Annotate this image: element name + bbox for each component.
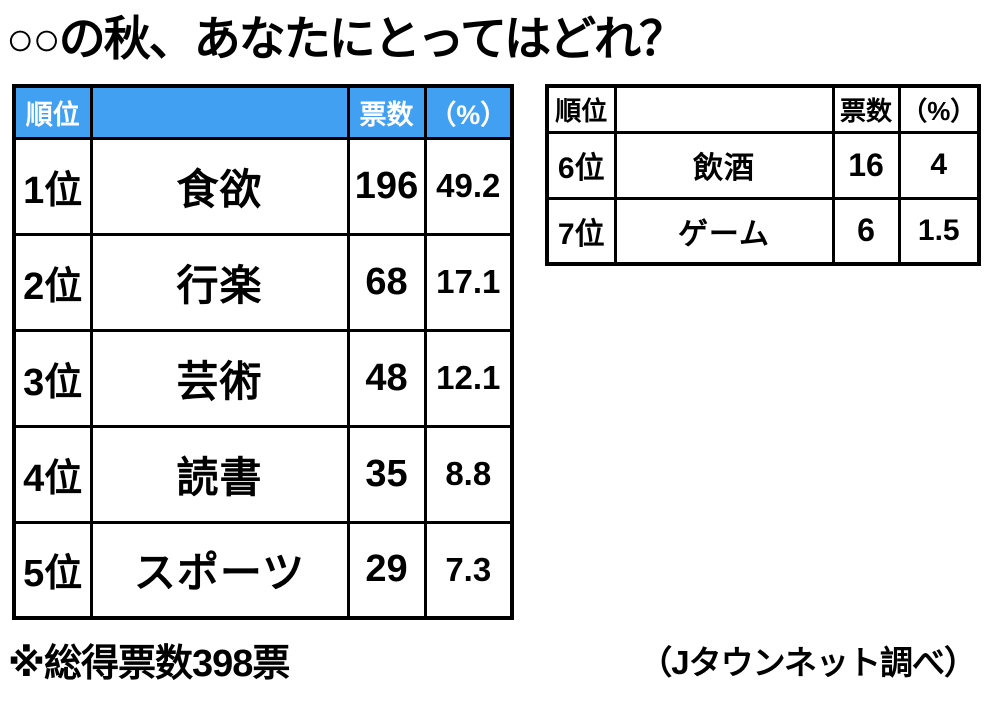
votes-cell: 16	[831, 130, 901, 200]
rank-cell: 6位	[545, 130, 617, 200]
votes-cell: 68	[346, 232, 427, 332]
table-row: 6位 飲酒 16 4	[545, 130, 981, 200]
votes-cell: 29	[346, 520, 427, 620]
votes-cell: 48	[346, 328, 427, 428]
rank-cell: 5位	[12, 520, 93, 620]
ranking-table-top5: 順位 票数 （%） 1位 食欲 196 49.2 2位 行楽 68 17.1 3…	[12, 84, 514, 620]
percent-cell: 8.8	[423, 424, 514, 524]
category-cell: 食欲	[89, 136, 350, 236]
col-header-percent: （%）	[897, 84, 981, 134]
votes-cell: 6	[831, 196, 901, 266]
table-header-row: 順位 票数 （%）	[545, 84, 981, 134]
rank-cell: 3位	[12, 328, 93, 428]
total-votes-note: ※総得票数398票	[8, 643, 290, 685]
col-header-rank: 順位	[545, 84, 617, 134]
col-header-category	[89, 84, 350, 140]
votes-cell: 196	[346, 136, 427, 236]
rank-cell: 7位	[545, 196, 617, 266]
col-header-percent: （%）	[423, 84, 514, 140]
ranking-table-6-7: 順位 票数 （%） 6位 飲酒 16 4 7位 ゲーム 6 1.5	[545, 84, 981, 266]
category-cell: 飲酒	[613, 130, 835, 200]
col-header-votes: 票数	[831, 84, 901, 134]
percent-cell: 1.5	[897, 196, 981, 266]
category-cell: ゲーム	[613, 196, 835, 266]
table-row: 7位 ゲーム 6 1.5	[545, 196, 981, 266]
votes-cell: 35	[346, 424, 427, 524]
category-cell: スポーツ	[89, 520, 350, 620]
percent-cell: 12.1	[423, 328, 514, 428]
source-credit: （Jタウンネット調べ）	[639, 644, 977, 681]
table-row: 3位 芸術 48 12.1	[12, 328, 514, 428]
percent-cell: 17.1	[423, 232, 514, 332]
table-header-row: 順位 票数 （%）	[12, 84, 514, 140]
rank-cell: 2位	[12, 232, 93, 332]
table-row: 5位 スポーツ 29 7.3	[12, 520, 514, 620]
percent-cell: 49.2	[423, 136, 514, 236]
percent-cell: 7.3	[423, 520, 514, 620]
col-header-category	[613, 84, 835, 134]
table-row: 4位 読書 35 8.8	[12, 424, 514, 524]
col-header-votes: 票数	[346, 84, 427, 140]
rank-cell: 1位	[12, 136, 93, 236]
category-cell: 芸術	[89, 328, 350, 428]
col-header-rank: 順位	[12, 84, 93, 140]
category-cell: 読書	[89, 424, 350, 524]
page-title: ○○の秋、あなたにとってはどれ？	[6, 12, 686, 65]
category-cell: 行楽	[89, 232, 350, 332]
rank-cell: 4位	[12, 424, 93, 524]
table-row: 2位 行楽 68 17.1	[12, 232, 514, 332]
table-row: 1位 食欲 196 49.2	[12, 136, 514, 236]
percent-cell: 4	[897, 130, 981, 200]
